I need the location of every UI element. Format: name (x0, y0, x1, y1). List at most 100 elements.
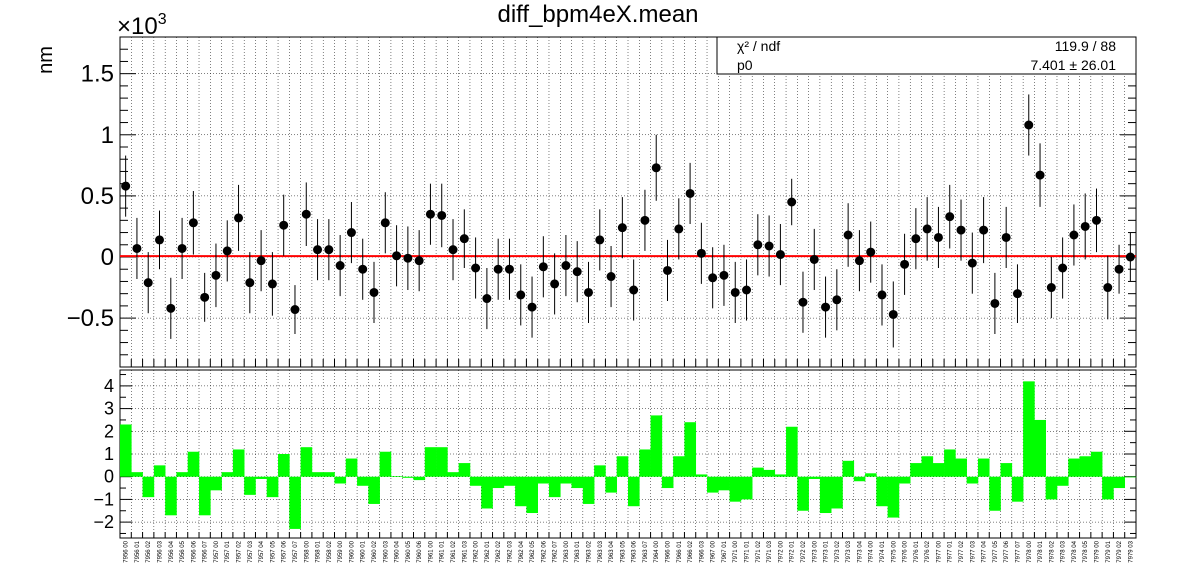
x-category-label: 7978 03 (1061, 540, 1067, 562)
residual-bar (1034, 419, 1046, 477)
x-category-label: 7956 03 (158, 540, 164, 562)
data-point (392, 251, 402, 261)
x-category-label: 7976 02 (925, 540, 931, 562)
x-category-label: 7963 07 (643, 540, 649, 562)
x-category-label: 7973 03 (846, 540, 852, 562)
data-point (742, 285, 752, 295)
data-point (967, 258, 977, 268)
data-point (979, 225, 989, 235)
residual-bar (357, 476, 369, 486)
residual-bar (831, 476, 843, 509)
x-category-label: 7961 01 (440, 540, 446, 562)
data-point (335, 261, 345, 271)
x-category-label: 7959 00 (338, 540, 344, 562)
x-category-label: 7956 06 (191, 540, 197, 562)
bottom-y-tick-label: −1 (93, 489, 114, 509)
x-category-label: 7978 01 (1038, 540, 1044, 562)
residual-bar (447, 472, 459, 477)
residual-bar (661, 476, 674, 489)
x-category-label: 7957 01 (225, 540, 231, 562)
x-category-label: 7957 05 (270, 540, 276, 562)
x-category-label: 7963 02 (586, 540, 592, 562)
residual-bar (718, 476, 730, 491)
data-point (437, 210, 447, 220)
x-category-label: 7966 01 (677, 540, 683, 562)
residual-bar (368, 476, 380, 504)
data-point (685, 188, 695, 198)
x-category-label: 7967 00 (711, 540, 717, 562)
x-category-label: 7963 05 (620, 540, 626, 562)
data-point (267, 279, 277, 289)
residual-bar (153, 465, 166, 477)
data-point (832, 295, 842, 305)
data-point (663, 265, 673, 275)
data-point (1080, 221, 1090, 231)
residual-bar (955, 458, 967, 477)
data-point (798, 297, 808, 307)
top-y-tick-label: −0.5 (67, 305, 114, 332)
data-point (222, 246, 232, 256)
x-category-label: 7979 00 (1094, 540, 1100, 562)
data-point (572, 267, 582, 277)
data-point (1001, 232, 1011, 242)
data-point (945, 212, 955, 222)
residual-bar (537, 476, 550, 484)
x-category-label: 7976 00 (903, 540, 909, 562)
data-point (448, 245, 458, 255)
data-point (279, 220, 289, 230)
x-category-label: 7957 03 (248, 540, 254, 562)
residual-bar (120, 424, 132, 477)
bottom-y-ticks: −2 −10 1 23 4 (93, 374, 1136, 534)
data-point (1114, 264, 1124, 274)
data-point (324, 245, 334, 255)
x-category-label: 7956 04 (169, 540, 175, 562)
residual-bar (560, 476, 572, 484)
data-point (629, 285, 639, 295)
residual-bar (492, 476, 505, 489)
data-point (504, 264, 514, 274)
residual-bar (469, 476, 482, 486)
data-point (403, 253, 413, 263)
x-category-label: 7962 00 (474, 540, 480, 562)
data-point (425, 209, 435, 219)
data-point (888, 309, 898, 319)
data-point (821, 302, 831, 312)
residual-bar (853, 476, 866, 482)
bottom-y-tick-label: 4 (104, 376, 114, 396)
data-point (708, 273, 718, 283)
residual-bar (424, 447, 437, 477)
x-category-label: 7971 00 (733, 540, 739, 562)
residual-bar (165, 476, 177, 516)
data-point (809, 254, 819, 264)
residual-bar (526, 476, 538, 514)
x-category-label: 7960 06 (417, 540, 423, 562)
residual-bar (808, 476, 821, 479)
residual-bar (1000, 463, 1013, 477)
data-point (640, 215, 650, 225)
chart-title: diff_bpm4eX.mean (497, 1, 698, 28)
x-category-label: 7960 01 (361, 540, 367, 562)
data-point (166, 303, 176, 313)
data-point (369, 287, 379, 297)
data-point (155, 235, 165, 245)
x-category-label: 7971 03 (767, 540, 773, 562)
data-point (301, 209, 311, 219)
residual-bar (673, 456, 685, 477)
data-point (482, 294, 492, 304)
x-category-label: 7962 01 (485, 540, 491, 562)
data-point (854, 256, 864, 266)
residual-bar (910, 463, 922, 477)
residual-bar (515, 476, 527, 507)
y-multiplier-exponent: 3 (158, 11, 167, 28)
residual-bar (323, 472, 335, 477)
residual-bar (966, 476, 979, 484)
data-point (527, 302, 537, 312)
residual-bar (413, 476, 426, 481)
x-category-label: 7976 01 (914, 540, 920, 562)
residual-bar (1102, 476, 1114, 500)
data-point (200, 292, 210, 302)
data-point (775, 250, 785, 260)
x-category-label: 7956 07 (203, 540, 209, 562)
x-category-label: 7963 00 (564, 540, 570, 562)
residual-bar (1113, 476, 1126, 489)
